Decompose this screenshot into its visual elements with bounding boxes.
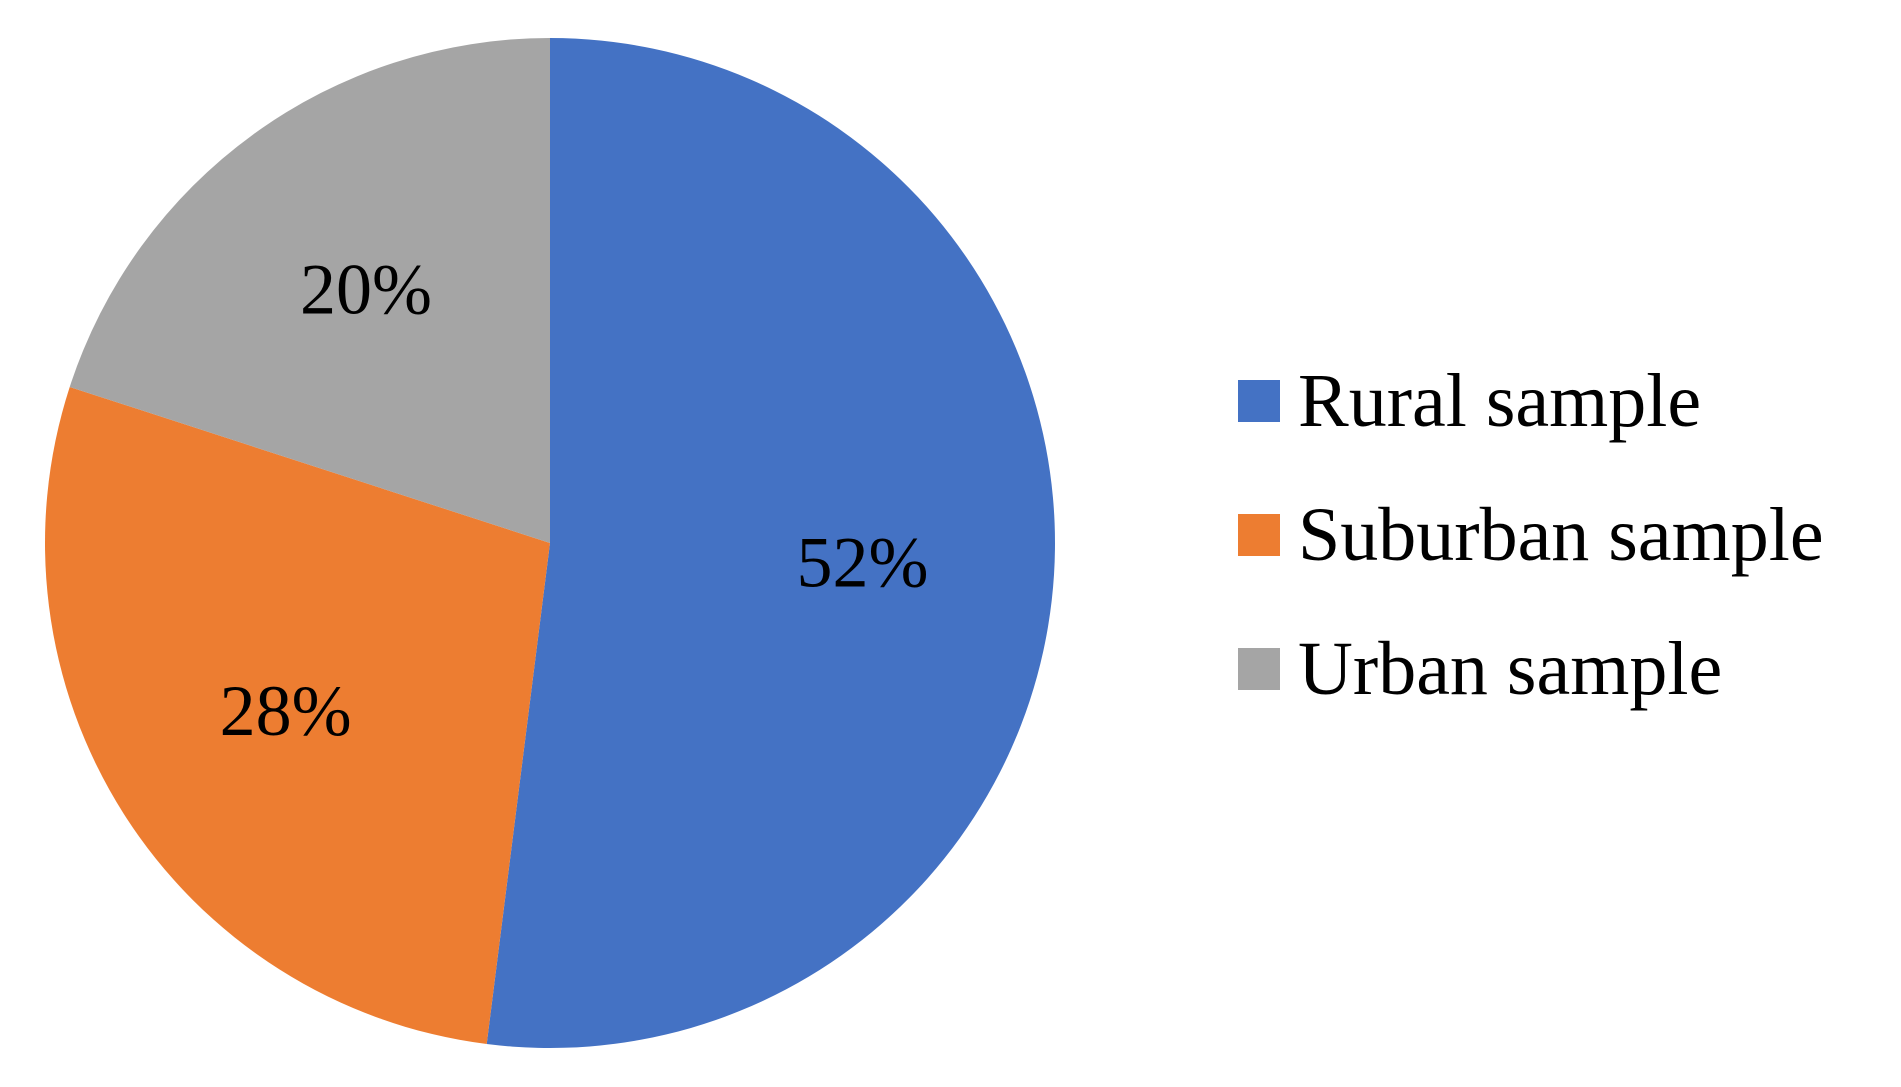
slice-label-rural: 52%	[796, 523, 928, 603]
slice-label-urban: 20%	[300, 250, 432, 330]
legend-label-rural: Rural sample	[1298, 359, 1702, 443]
pie-slice-urban	[69, 38, 550, 543]
slice-label-suburban: 28%	[220, 671, 352, 751]
legend-label-urban: Urban sample	[1298, 627, 1723, 711]
pie-slice-rural	[486, 38, 1055, 1048]
legend-swatch-urban	[1238, 648, 1280, 690]
legend-label-suburban: Suburban sample	[1298, 493, 1824, 577]
chart-legend: Rural sample Suburban sample Urban sampl…	[1238, 360, 1824, 710]
legend-item-urban: Urban sample	[1238, 628, 1824, 710]
legend-swatch-suburban	[1238, 514, 1280, 556]
pie-slice-suburban	[45, 386, 550, 1045]
legend-item-suburban: Suburban sample	[1238, 494, 1824, 576]
legend-item-rural: Rural sample	[1238, 360, 1824, 442]
legend-swatch-rural	[1238, 380, 1280, 422]
